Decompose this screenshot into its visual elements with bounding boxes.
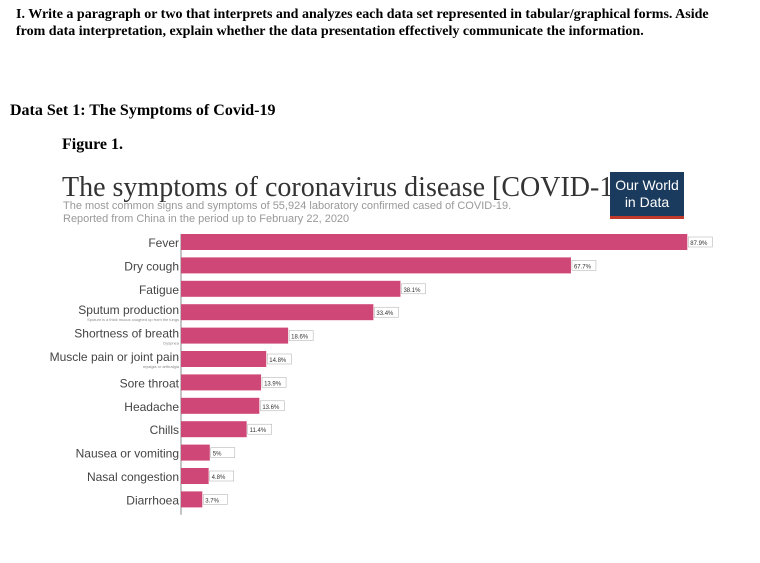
logo-box (610, 172, 684, 218)
bar (181, 374, 262, 391)
category-label: Sputum production (78, 303, 179, 317)
category-label: Dry cough (124, 259, 179, 273)
value-label: 33.4% (376, 311, 394, 317)
section-title: Data Set 1: The Symptoms of Covid-19 (10, 102, 276, 119)
bar (181, 327, 289, 344)
bar (181, 468, 209, 484)
value-label-bg (688, 236, 713, 248)
category-label: Nasal congestion (87, 470, 179, 484)
category-label: Headache (124, 400, 179, 414)
value-label: 14.8% (269, 358, 287, 364)
value-label-bg (571, 260, 597, 271)
value-label: 13.6% (262, 405, 280, 411)
value-label: 38.1% (403, 288, 421, 294)
value-label: 11.4% (250, 428, 267, 434)
category-label: Sore throat (120, 376, 180, 390)
value-label: 4.8% (212, 475, 226, 481)
chart-title: The symptoms of coronavirus disease [COV… (62, 172, 637, 203)
value-label-bg (210, 447, 236, 458)
category-label: Muscle pain or joint pain (50, 350, 179, 364)
logo-text: Our World (615, 177, 679, 193)
value-label-bg (288, 330, 314, 341)
bar (181, 397, 260, 414)
bar (181, 257, 571, 274)
bar (181, 351, 267, 367)
value-label-bg (266, 353, 292, 365)
value-label-bg (261, 377, 287, 388)
value-label-bg (374, 306, 399, 318)
value-label: 18.6% (291, 335, 309, 341)
category-note: myalgia or arthralgia (143, 364, 180, 369)
bar (181, 491, 203, 508)
value-label: 67.7% (574, 264, 592, 270)
logo-stripe (610, 216, 684, 219)
value-label: 5% (213, 452, 222, 458)
logo-text: in Data (625, 194, 670, 210)
value-label: 13.9% (264, 381, 282, 387)
category-label: Diarrhoea (126, 493, 179, 507)
bar (181, 421, 247, 438)
value-label-bg (209, 470, 234, 482)
value-label: 3.7% (205, 498, 219, 504)
chart-subtitle: Reported from China in the period up to … (63, 213, 349, 225)
category-label: Shortness of breath (74, 327, 179, 341)
value-label-bg (260, 400, 285, 412)
category-note: Dyspnea (163, 341, 180, 346)
value-label-bg (401, 283, 426, 295)
bar (181, 234, 688, 250)
category-label: Nausea or vomiting (76, 447, 179, 461)
category-label: Fever (148, 236, 179, 250)
value-label: 87.9% (690, 241, 708, 247)
bar (181, 280, 401, 297)
instruction: I. Write a paragraph or two that interpr… (16, 7, 709, 39)
value-label-bg (203, 494, 228, 505)
chart-subtitle: The most common signs and symptoms of 55… (63, 200, 511, 212)
category-note: Sputum is a thick mucus coughed up from … (87, 317, 179, 322)
category-label: Fatigue (139, 283, 179, 297)
figure-label: Figure 1. (62, 136, 124, 153)
bar (181, 444, 210, 461)
category-label: Chills (150, 423, 179, 437)
value-label-bg (247, 423, 272, 435)
bar (181, 304, 374, 321)
